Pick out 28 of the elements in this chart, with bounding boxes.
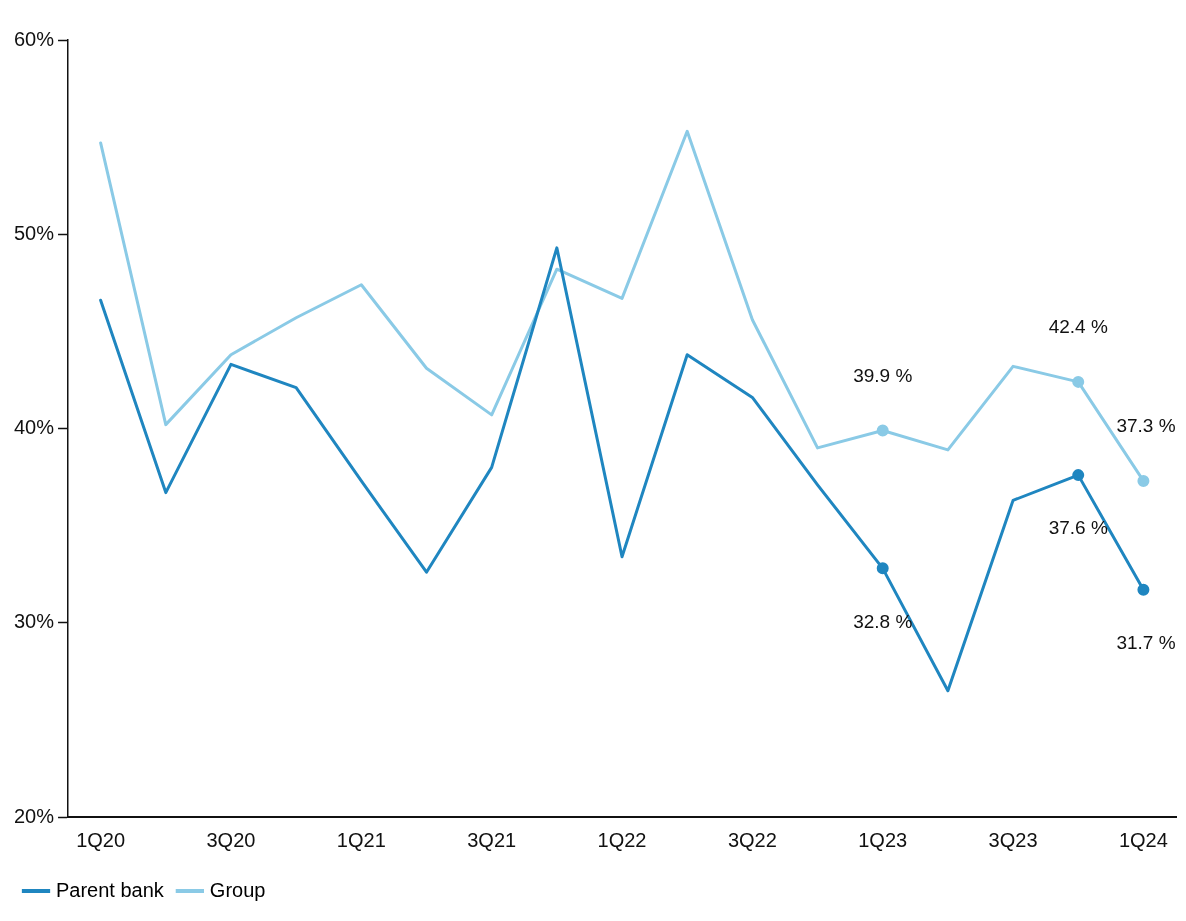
- x-tick-label: 1Q20: [76, 828, 126, 851]
- x-tick-label: 1Q22: [597, 828, 647, 851]
- data-label: 31.7 %: [1116, 631, 1176, 653]
- data-label: 37.6 %: [1048, 517, 1108, 539]
- y-tick-label: 50%: [14, 221, 55, 244]
- y-tick-label: 30%: [14, 610, 55, 633]
- data-label: 32.8 %: [853, 610, 913, 632]
- point: [876, 562, 889, 575]
- data-label: 37.3 %: [1116, 415, 1176, 437]
- x-tick-label: 1Q23: [858, 828, 908, 851]
- y-tick-label: 20%: [14, 804, 55, 827]
- x-tick-label: 3Q23: [988, 828, 1038, 851]
- data-label: 42.4 %: [1048, 316, 1108, 338]
- x-tick-label: 1Q24: [1118, 828, 1168, 851]
- point: [1072, 469, 1085, 482]
- data-label: 39.9 %: [853, 364, 913, 386]
- y-tick-label: 60%: [14, 27, 55, 50]
- point: [1072, 375, 1085, 388]
- point: [876, 424, 889, 437]
- legend-label: Group: [209, 878, 266, 901]
- legend-label: Parent bank: [56, 878, 165, 901]
- x-tick-label: 3Q22: [727, 828, 777, 851]
- x-tick-label: 1Q21: [336, 828, 386, 851]
- x-tick-label: 3Q20: [206, 828, 256, 851]
- point: [1137, 474, 1150, 487]
- x-tick-label: 3Q21: [467, 828, 517, 851]
- y-tick-label: 40%: [14, 416, 55, 439]
- point: [1137, 583, 1150, 596]
